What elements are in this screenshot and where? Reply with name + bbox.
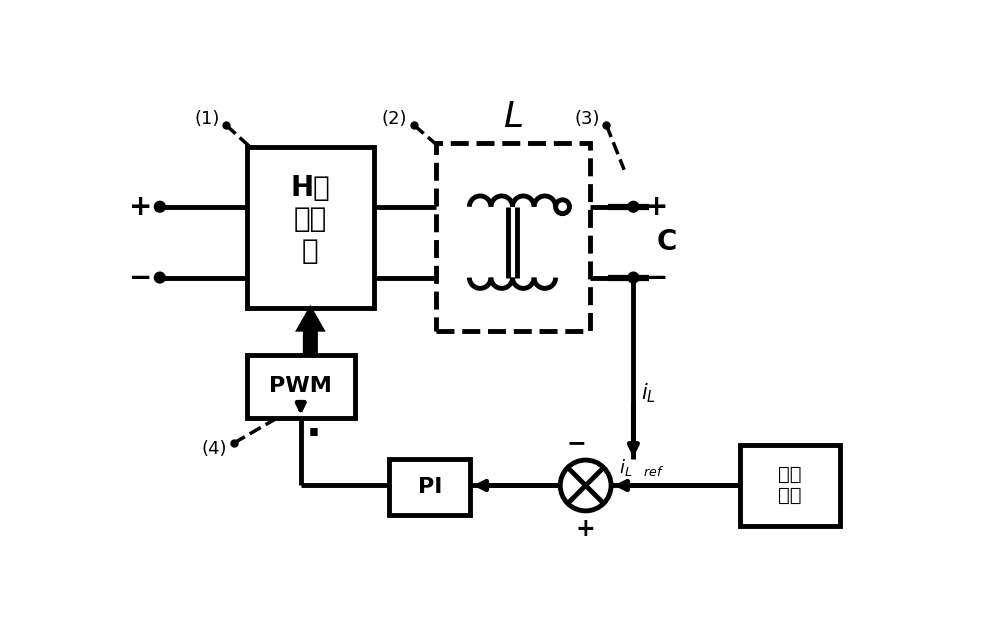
Circle shape — [628, 272, 639, 283]
Text: (4): (4) — [202, 441, 227, 458]
Bar — [740, 445, 840, 526]
Text: PWM: PWM — [269, 376, 332, 396]
Text: 阻值
计算: 阻值 计算 — [778, 465, 801, 505]
Bar — [247, 355, 355, 418]
Text: C: C — [656, 228, 677, 256]
Text: ·: · — [306, 415, 322, 456]
Bar — [436, 143, 590, 331]
Text: (2): (2) — [382, 110, 407, 128]
Text: $i_L$  $_{ref}$: $i_L$ $_{ref}$ — [619, 457, 664, 478]
Bar — [389, 459, 470, 514]
Circle shape — [560, 460, 611, 511]
Circle shape — [628, 202, 639, 212]
Text: $L$: $L$ — [503, 100, 522, 135]
Text: +: + — [645, 193, 668, 221]
Text: −: − — [567, 432, 586, 456]
Text: $i_L$: $i_L$ — [641, 382, 656, 405]
Circle shape — [154, 202, 165, 212]
Text: +: + — [576, 517, 596, 541]
Circle shape — [154, 272, 165, 283]
Text: PI: PI — [418, 477, 442, 497]
Text: (3): (3) — [574, 110, 600, 128]
Circle shape — [556, 200, 569, 214]
Text: (1): (1) — [194, 110, 219, 128]
Text: H桥
变换
器: H桥 变换 器 — [290, 174, 330, 265]
Text: −: − — [129, 264, 152, 291]
Text: +: + — [129, 193, 152, 221]
Polygon shape — [298, 308, 323, 355]
Bar — [247, 147, 374, 308]
Text: −: − — [645, 264, 668, 291]
